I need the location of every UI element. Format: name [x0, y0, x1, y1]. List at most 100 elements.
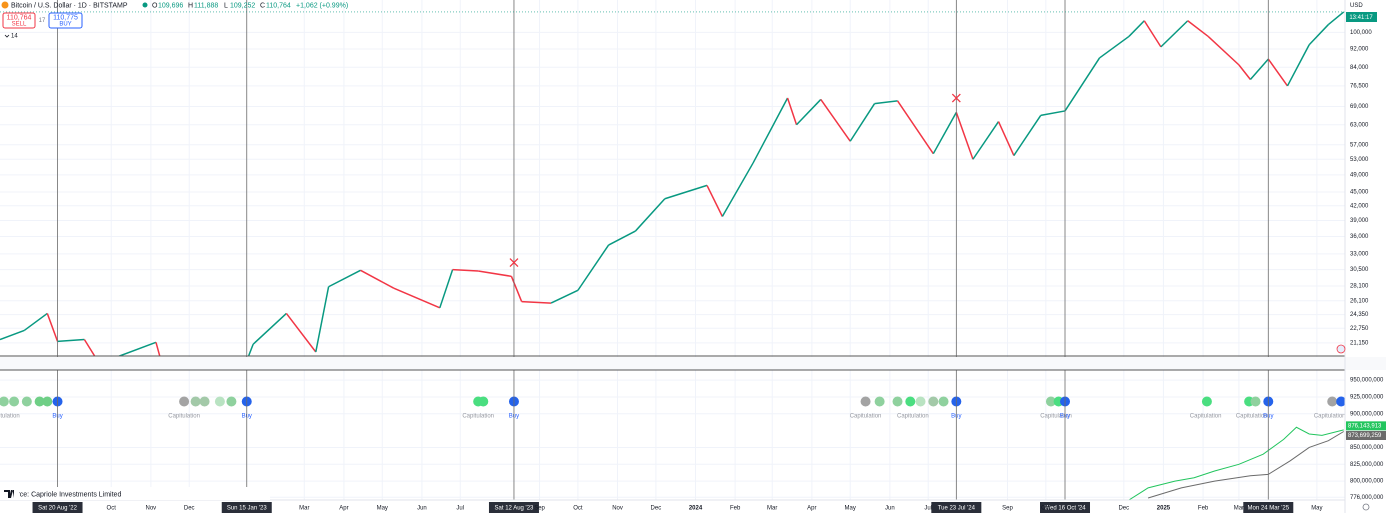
sell-signal — [509, 258, 519, 268]
event-dot — [905, 396, 916, 407]
price-segment — [439, 269, 454, 309]
price-segment — [1099, 35, 1130, 59]
event-dot — [9, 396, 20, 407]
event-dot — [214, 396, 225, 407]
y2-tick-label: 825,000,000 — [1350, 462, 1384, 468]
marker-label-bg — [32, 502, 83, 513]
x-tick-label: Apr — [339, 506, 348, 512]
y2-tick-label: 800,000,000 — [1350, 479, 1384, 485]
y-tick-label: 84,000 — [1350, 65, 1369, 71]
x-tick-label: 2024 — [689, 506, 703, 512]
y2-tick-label: 900,000,000 — [1350, 411, 1384, 417]
value-tag-bg — [1346, 430, 1386, 440]
price-segment — [252, 312, 287, 345]
event-label: Capitulation — [1040, 414, 1072, 420]
price-segment — [57, 338, 85, 343]
btc-icon — [1, 1, 9, 9]
y2-tick-label: 925,000,000 — [1350, 395, 1384, 401]
ohlc-value: 109,252 — [230, 2, 255, 9]
price-segment — [360, 269, 395, 289]
y-tick-label: 30,500 — [1350, 267, 1369, 273]
marker-label: Mon 24 Mar '25 — [1248, 506, 1290, 512]
flag-icon[interactable] — [1336, 344, 1346, 354]
price-segment — [46, 313, 59, 342]
price-segment — [577, 244, 610, 291]
x-tick-label: Mar — [299, 506, 309, 512]
price-segment — [247, 343, 254, 356]
x-tick-label: Nov — [146, 506, 157, 512]
event-dot — [199, 396, 210, 407]
event-dot — [478, 396, 489, 407]
marker-label: Wed 16 Oct '24 — [1044, 506, 1086, 512]
price-segment — [1187, 20, 1209, 38]
event-label: Capitulation — [462, 414, 494, 420]
sell-button[interactable] — [2, 12, 36, 29]
marker-label-bg — [1040, 502, 1091, 513]
settings-icon[interactable] — [1362, 503, 1370, 511]
tv-logo — [4, 490, 14, 498]
ohlc-key: O — [152, 2, 158, 9]
value-tag: 873,699,259 — [1348, 433, 1382, 439]
price-segment — [1249, 58, 1269, 80]
status-dot — [142, 2, 148, 8]
price-segment — [155, 342, 161, 356]
x-tick-label: May — [845, 506, 856, 512]
event-label: Capitulation — [897, 414, 929, 420]
event-dot — [1327, 396, 1338, 407]
event-label: Capitulation — [1314, 414, 1346, 420]
y-tick-label: 45,000 — [1350, 190, 1369, 196]
price-segment — [117, 341, 157, 356]
symbol: Bitcoin / U.S. Dollar · 1D · BITSTAMP — [11, 2, 128, 9]
buy-price: 110,775 — [53, 14, 78, 21]
y-tick-label: 49,000 — [1350, 173, 1369, 179]
marker-label: Sat 12 Aug '23 — [495, 506, 535, 512]
price-segment — [510, 276, 523, 302]
x-tick-label: Dec — [651, 506, 662, 512]
buy-label: BUY — [59, 22, 71, 28]
x-tick-label: Dec — [1118, 506, 1129, 512]
price-segment — [0, 329, 25, 341]
x-tick-label: Oct — [1041, 506, 1051, 512]
price-segment — [521, 300, 552, 304]
price-segment — [874, 100, 898, 105]
price-segment — [83, 339, 96, 356]
x-tick-label: Apr — [807, 506, 816, 512]
price-segment — [1064, 57, 1101, 112]
event-dot — [874, 396, 885, 407]
currency: USD — [1350, 3, 1363, 9]
sell-signal — [951, 93, 961, 103]
y-tick-label: 100,000 — [1350, 30, 1372, 36]
x-tick-label: May — [1311, 506, 1322, 512]
y-tick-label: 57,000 — [1350, 142, 1369, 148]
marker-label: Sun 15 Jan '23 — [227, 506, 268, 512]
marker-label-bg — [221, 502, 272, 513]
event-dot — [938, 396, 949, 407]
sell-price: 110,764 — [7, 14, 32, 21]
event-dot — [42, 396, 53, 407]
price-segment — [706, 185, 724, 217]
price-segment — [1308, 24, 1329, 46]
event-dot — [34, 396, 45, 407]
countdown: 13:41:17 — [1349, 15, 1373, 21]
price-segment — [795, 98, 822, 126]
price-segment — [1128, 20, 1145, 37]
buy-button[interactable] — [48, 12, 83, 29]
price-segment — [752, 97, 789, 164]
ohlc-value: 111,888 — [194, 2, 218, 9]
price-segment — [285, 312, 317, 353]
event-dot — [860, 396, 871, 407]
y-tick-label: 33,000 — [1350, 252, 1369, 258]
y2-tick-label: 850,000,000 — [1350, 445, 1384, 451]
x-tick-label: Jul — [924, 506, 932, 512]
value-tag-bg — [1346, 421, 1386, 431]
y-tick-label: 42,000 — [1350, 203, 1369, 209]
x-tick-label: Mar — [1234, 506, 1244, 512]
event-dot — [190, 396, 201, 407]
collapse-caret[interactable] — [4, 34, 10, 38]
price-segment — [1267, 58, 1289, 87]
source: Source: Capriole Investments Limited — [5, 491, 121, 498]
x-tick-label: Nov — [612, 506, 623, 512]
indicator-line — [1128, 426, 1344, 500]
